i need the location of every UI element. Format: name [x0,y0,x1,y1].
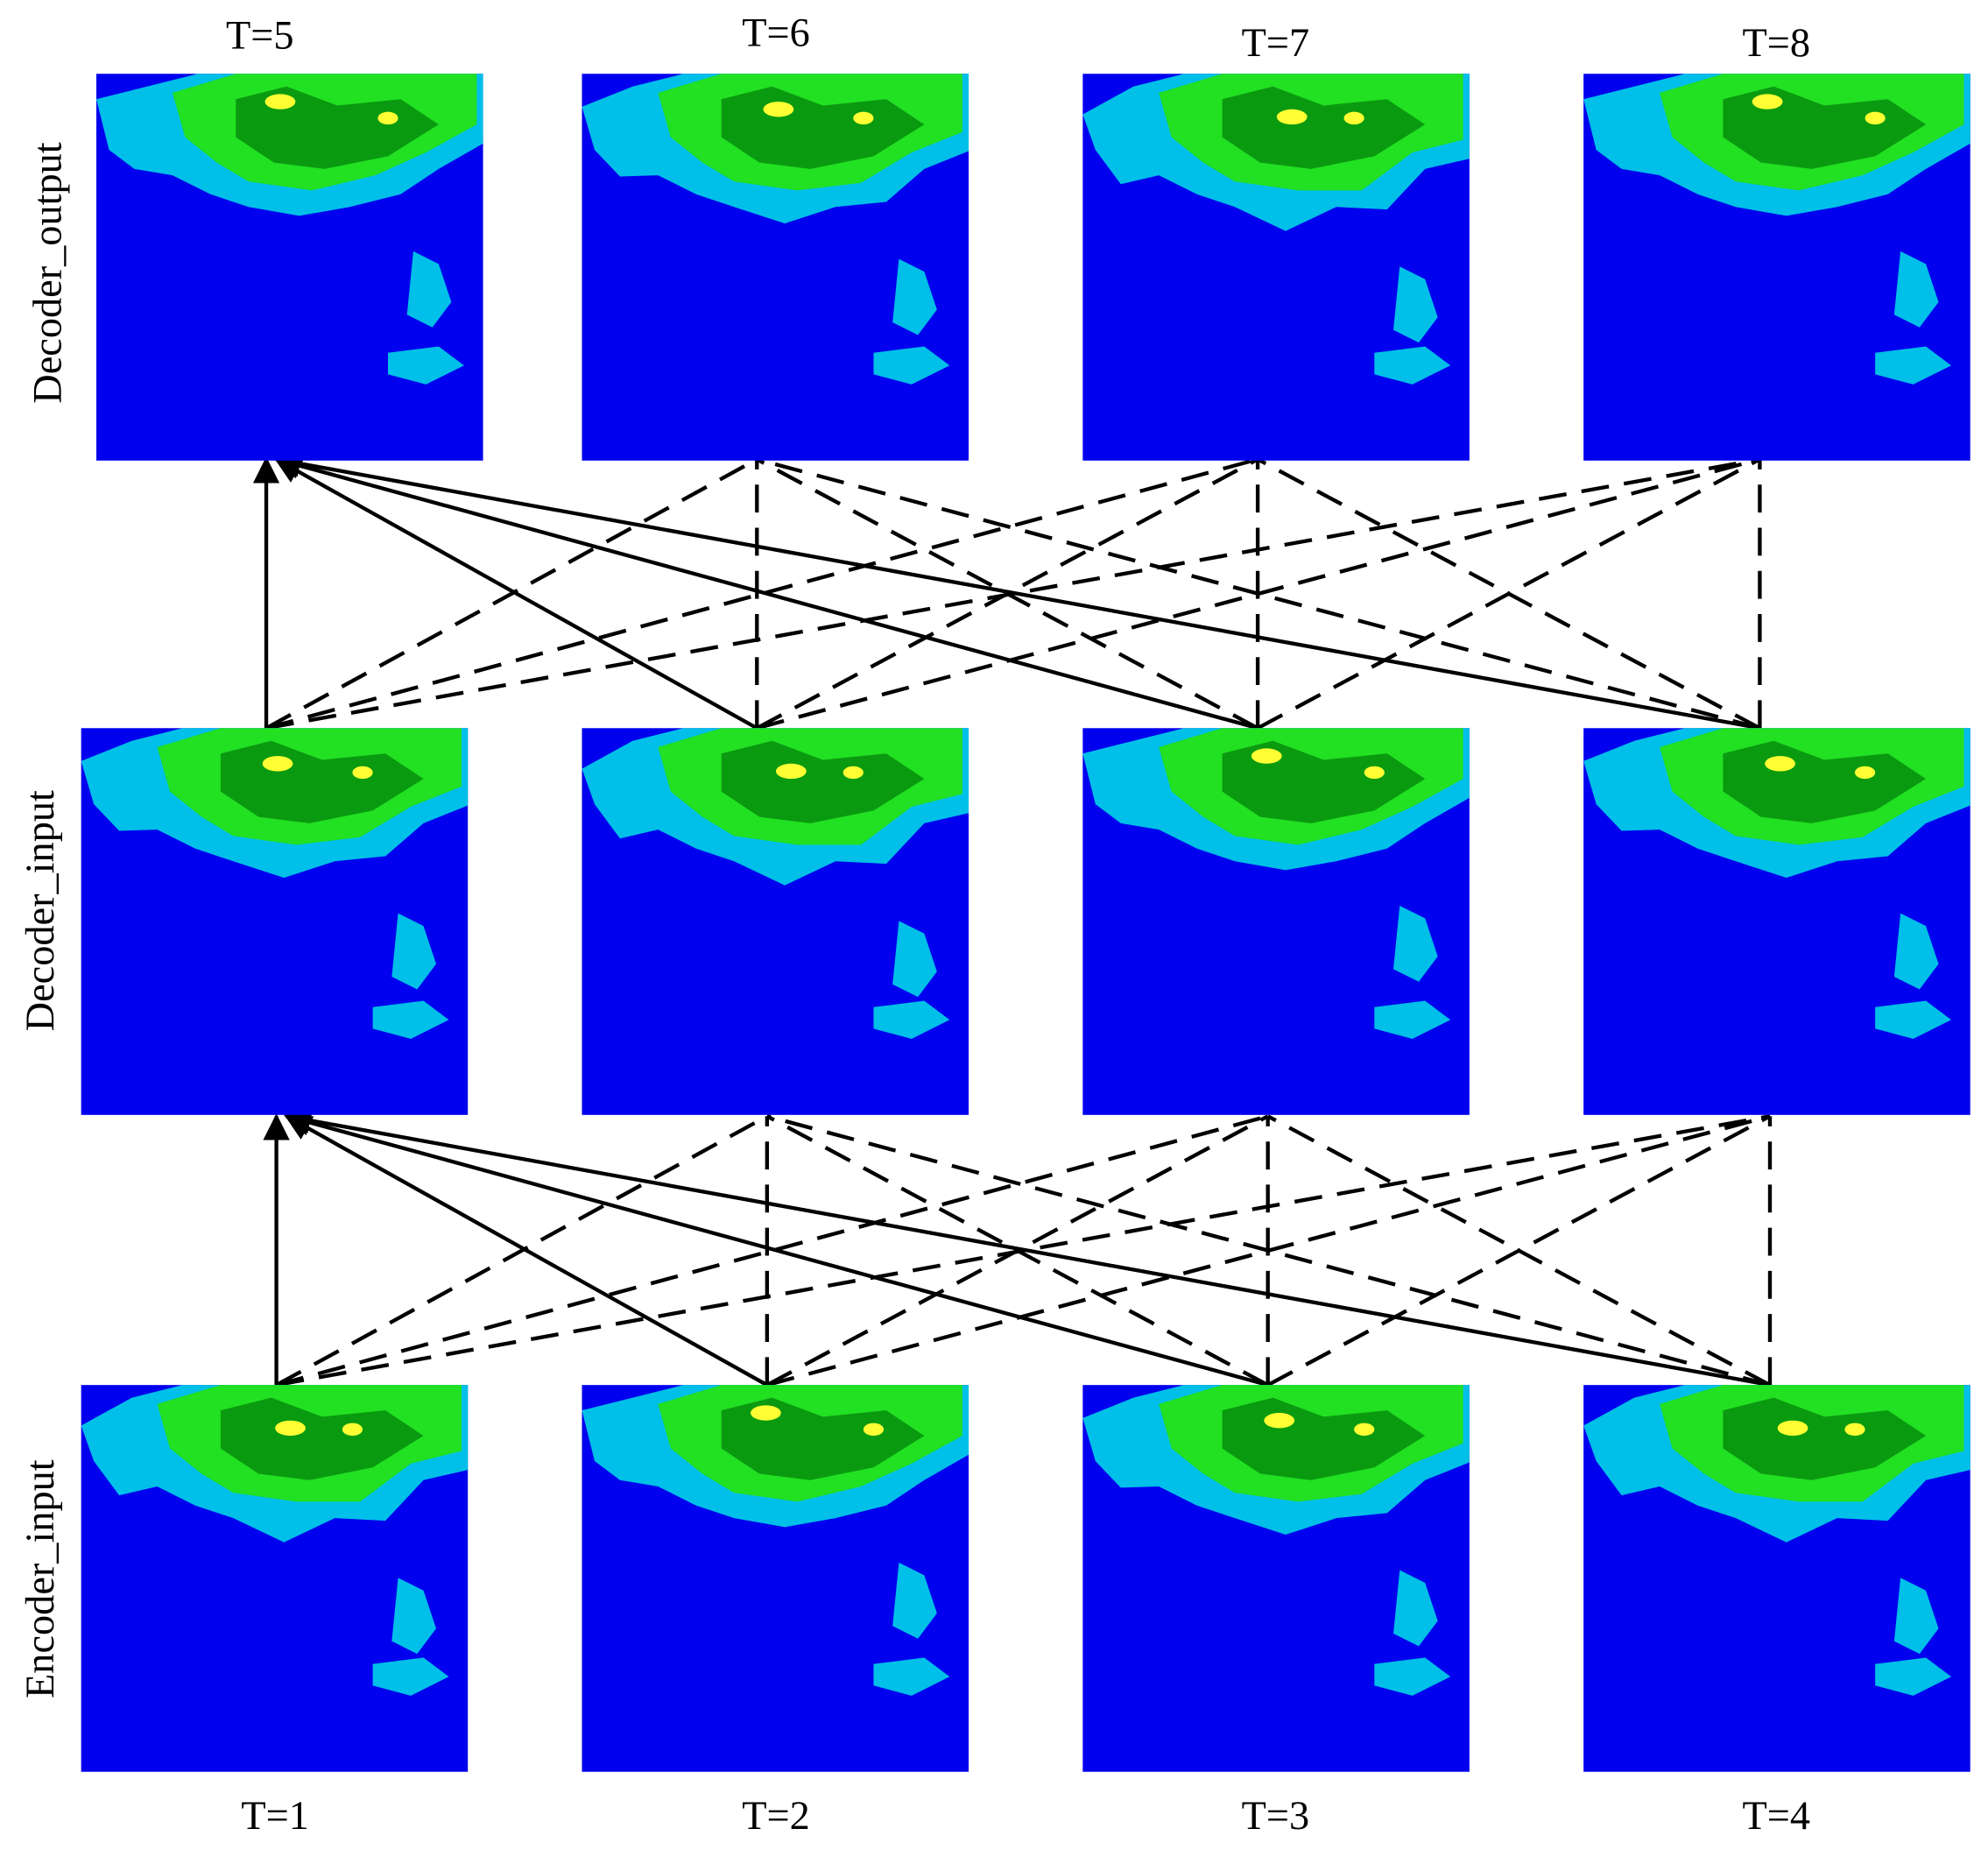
radar-echo-dark [1723,1397,1927,1480]
radar-echo-peak [1343,111,1364,125]
attention-arrow [284,1107,1771,1387]
radar-echo-peak [763,102,794,117]
radar-echo-peak [842,766,864,780]
radar-image [582,728,969,1115]
radar-image [96,74,483,461]
attention-arrow [284,1109,1269,1387]
radar-echo-light [873,258,950,385]
attention-link [756,457,1760,731]
radar-echo-light [372,913,449,1039]
attention-link [264,457,758,731]
radar-image [1082,74,1470,461]
radar-echo-dark [220,1397,424,1480]
radar-echo-peak [1364,766,1385,780]
radar-echo-peak [1777,1420,1808,1437]
radar-echo-peak [1752,94,1783,109]
radar-echo-peak [1844,1423,1865,1437]
time-label: T=3 [1242,1794,1310,1839]
radar-image [1583,1385,1970,1772]
attention-link [766,1114,1771,1387]
radar-echo-peak [352,766,373,780]
radar-echo-light [1374,1570,1451,1696]
row-label: Encoder_input [18,1459,63,1698]
radar-echo-peak [853,111,874,125]
radar-echo-light [1374,905,1451,1039]
radar-echo-light [387,251,464,385]
radar-echo-peak [1251,748,1282,764]
radar-image [582,1385,969,1772]
radar-echo-peak [863,1423,885,1437]
attention-link [275,1114,768,1387]
radar-echo-peak [1765,756,1795,772]
radar-echo-dark [721,740,925,823]
radar-echo-light [873,1562,950,1696]
time-label: T=6 [742,11,810,55]
radar-echo-light [1875,913,1952,1039]
attention-link [1266,1114,1772,1387]
attention-link [765,1114,1269,1387]
radar-echo-peak [377,111,398,125]
radar-echo-peak [264,94,296,109]
radar-image [582,74,969,461]
radar-image [81,728,469,1115]
radar-echo-peak [775,763,807,780]
radar-echo-peak [342,1423,363,1437]
row-label: Decoder_input [18,790,63,1031]
radar-image [1583,728,1970,1115]
time-label: T=7 [1242,21,1310,66]
radar-echo-peak [751,1405,781,1421]
attention-arrow [273,450,1760,731]
radar-echo-peak [1865,111,1886,125]
time-label: T=5 [226,13,294,58]
radar-echo-dark [1222,86,1426,169]
radar-image [1082,728,1470,1115]
radar-echo-light [1875,1578,1952,1696]
attention-link [1257,457,1761,731]
radar-image [1583,74,1970,461]
radar-echo-peak [1854,766,1876,780]
attention-arrow [284,1114,768,1387]
radar-echo-peak [1264,1413,1295,1429]
time-label: T=4 [1742,1794,1810,1839]
attention-arrow [273,457,758,731]
radar-echo-peak [262,756,293,772]
radar-echo-peak [1276,109,1308,125]
radar-echo-peak [1354,1423,1375,1437]
attention-arrow [273,452,1258,731]
time-label: T=1 [241,1794,309,1839]
radar-image [1082,1385,1470,1772]
attention-link [756,457,1259,731]
radar-echo-light [372,1578,449,1696]
radar-image [81,1385,469,1772]
radar-echo-light [873,921,950,1039]
time-label: T=2 [742,1794,810,1839]
time-label: T=8 [1742,21,1810,66]
radar-echo-peak [275,1420,306,1437]
radar-echo-light [1875,251,1952,385]
row-label: Decoder_output [25,142,70,403]
radar-echo-light [1374,266,1451,385]
